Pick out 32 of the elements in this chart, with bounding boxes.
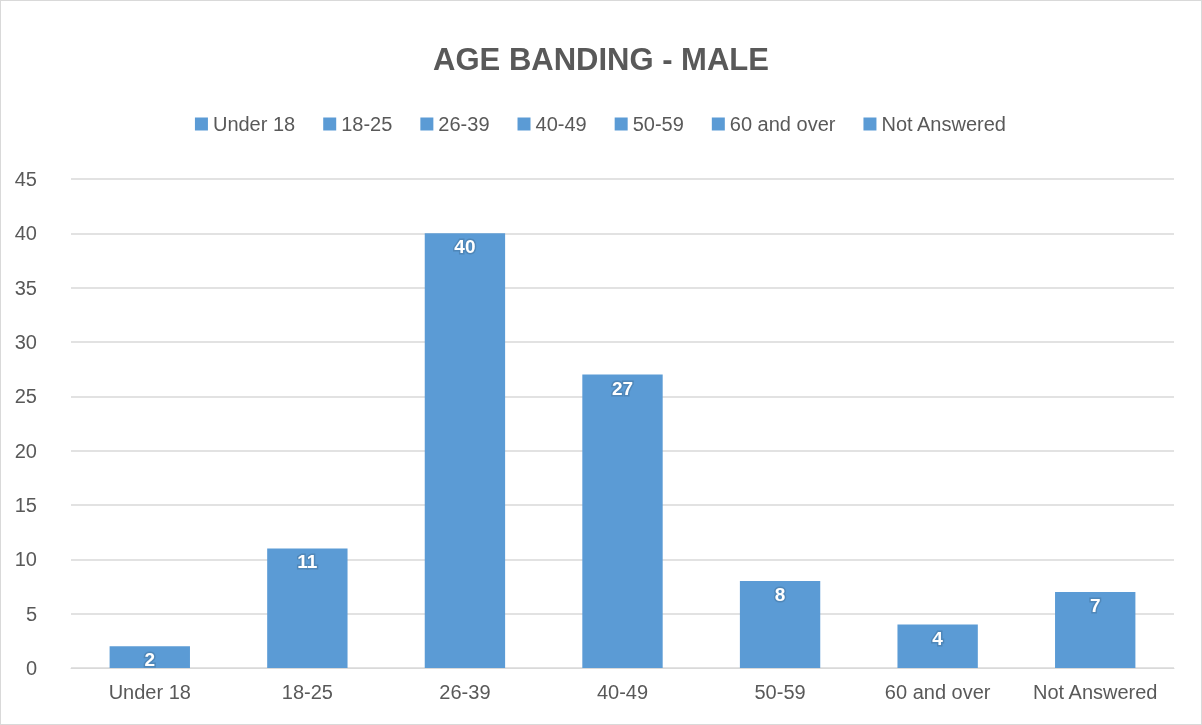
- y-tick-label: 25: [14, 385, 37, 408]
- x-tick-label: 60 and over: [884, 681, 991, 703]
- y-tick-label: 5: [25, 602, 37, 625]
- x-tick-label: 50-59: [754, 681, 806, 703]
- x-tick-label: Under 18: [108, 681, 191, 703]
- y-tick-label: 10: [14, 548, 37, 571]
- legend-label: 50-59: [632, 113, 684, 135]
- y-tick-label: 15: [14, 494, 37, 516]
- legend-label: Under 18: [212, 113, 296, 135]
- legend-label: Not Answered: [881, 113, 1006, 135]
- x-tick-label: 18-25: [281, 681, 333, 703]
- legend-label: 18-25: [341, 113, 393, 135]
- y-tick-label: 20: [14, 439, 37, 462]
- y-tick-label: 0: [25, 657, 37, 679]
- y-tick-label: 40: [14, 222, 37, 245]
- data-label: 40: [454, 236, 476, 258]
- x-tick-label: Not Answered: [1032, 681, 1158, 703]
- legend-label: 40-49: [535, 113, 587, 135]
- data-label: 11: [297, 551, 318, 573]
- data-label: 2: [144, 649, 156, 671]
- x-tick-label: 26-39: [439, 681, 491, 703]
- data-label: 27: [611, 377, 634, 399]
- data-label: 8: [774, 584, 786, 606]
- x-tick-label: 40-49: [596, 681, 649, 703]
- y-tick-label: 45: [14, 168, 37, 190]
- legend-label: 60 and over: [729, 113, 836, 135]
- chart-title: AGE BANDING - MALE: [433, 42, 769, 77]
- legend-label: 26-39: [438, 113, 490, 135]
- y-tick-label: 35: [14, 276, 37, 299]
- y-tick-label: 30: [14, 331, 37, 353]
- data-label: 7: [1089, 594, 1101, 616]
- data-label: 4: [932, 627, 944, 649]
